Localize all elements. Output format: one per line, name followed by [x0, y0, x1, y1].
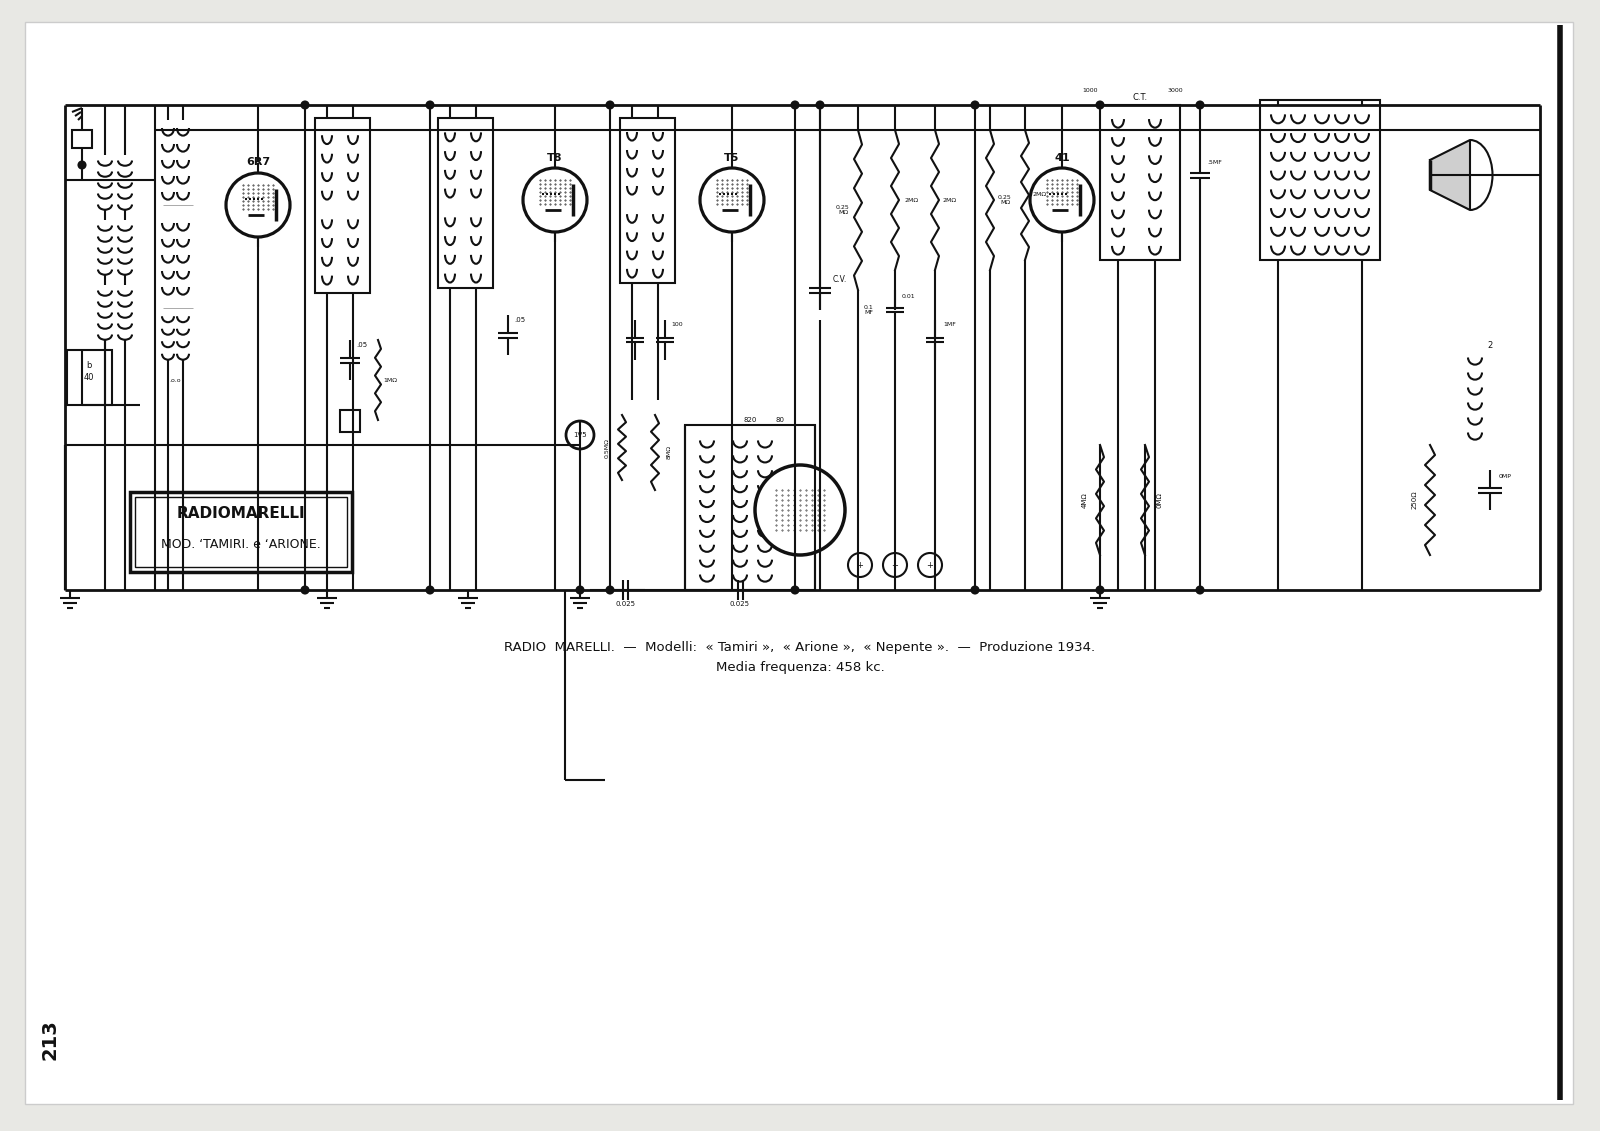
Text: 1V5: 1V5: [573, 432, 587, 438]
Circle shape: [1197, 587, 1203, 594]
Text: 1MF: 1MF: [944, 322, 957, 328]
Text: T8: T8: [547, 153, 563, 163]
Circle shape: [1096, 587, 1104, 594]
Circle shape: [1030, 169, 1094, 232]
Bar: [67, 349, 112, 405]
Text: 8MΩ: 8MΩ: [667, 444, 672, 459]
Text: 2MΩ: 2MΩ: [906, 198, 918, 202]
Text: 0.025: 0.025: [614, 601, 635, 607]
Text: 0.25
MΩ: 0.25 MΩ: [998, 195, 1011, 206]
Text: 41: 41: [1054, 153, 1070, 163]
Bar: [621, 118, 675, 283]
Circle shape: [523, 169, 587, 232]
Bar: [134, 497, 347, 567]
Circle shape: [78, 162, 85, 169]
Text: 0.5MΩ: 0.5MΩ: [605, 438, 610, 458]
Text: +: +: [926, 561, 933, 570]
Circle shape: [918, 553, 942, 577]
Circle shape: [606, 587, 613, 594]
Circle shape: [971, 102, 979, 109]
Text: 1MΩ: 1MΩ: [382, 378, 397, 382]
Text: .05: .05: [515, 317, 525, 323]
Bar: [130, 492, 352, 572]
Circle shape: [606, 102, 613, 109]
Text: .05: .05: [357, 342, 368, 348]
Text: 40: 40: [83, 373, 94, 382]
Text: 1000: 1000: [1082, 87, 1098, 93]
Bar: [438, 118, 493, 288]
Text: .5MF: .5MF: [1208, 159, 1222, 164]
Text: 3000: 3000: [1166, 87, 1182, 93]
Circle shape: [427, 102, 434, 109]
Circle shape: [301, 102, 309, 109]
Text: 100: 100: [670, 322, 683, 328]
Text: 0.1
MF: 0.1 MF: [864, 304, 874, 316]
Circle shape: [816, 102, 824, 109]
Bar: [315, 118, 370, 293]
Bar: [1261, 100, 1379, 260]
Text: 820: 820: [744, 417, 757, 423]
Text: 80: 80: [776, 417, 784, 423]
Circle shape: [1197, 102, 1203, 109]
Text: +: +: [891, 561, 899, 570]
Circle shape: [226, 173, 290, 238]
Polygon shape: [1430, 140, 1470, 210]
Circle shape: [701, 169, 765, 232]
Text: 250Ω: 250Ω: [1413, 491, 1418, 509]
Text: .o.o: .o.o: [170, 378, 181, 382]
Text: C.V.: C.V.: [834, 276, 846, 285]
Circle shape: [301, 587, 309, 594]
Bar: [1101, 105, 1181, 260]
Circle shape: [883, 553, 907, 577]
Bar: [72, 130, 93, 148]
Text: 0.025: 0.025: [730, 601, 750, 607]
Circle shape: [1096, 102, 1104, 109]
Text: T5: T5: [725, 153, 739, 163]
Text: RADIO  MARELLI.  —  Modelli:  « Tamiri »,  « Arione »,  « Nepente ».  —  Produzi: RADIO MARELLI. — Modelli: « Tamiri », « …: [504, 641, 1096, 655]
Text: MOD. ‘TAMIRI. e ‘ARIONE.: MOD. ‘TAMIRI. e ‘ARIONE.: [162, 537, 322, 551]
Circle shape: [566, 421, 594, 449]
Text: 2MΩ: 2MΩ: [1034, 192, 1046, 198]
Text: +: +: [856, 561, 864, 570]
Circle shape: [576, 587, 584, 594]
Circle shape: [792, 587, 798, 594]
Text: Media frequenza: 458 kc.: Media frequenza: 458 kc.: [715, 662, 885, 674]
Text: 0.25
MΩ: 0.25 MΩ: [837, 205, 850, 215]
Text: 2: 2: [1488, 340, 1493, 349]
Circle shape: [427, 587, 434, 594]
Text: b: b: [86, 361, 91, 370]
Bar: [685, 425, 814, 590]
Text: C.T.: C.T.: [1133, 93, 1147, 102]
Circle shape: [971, 587, 979, 594]
Text: 0MΩ: 0MΩ: [1157, 492, 1163, 508]
Text: 0MP: 0MP: [1499, 475, 1512, 480]
Text: 2MΩ: 2MΩ: [942, 198, 957, 202]
Circle shape: [755, 465, 845, 555]
Text: 6R7: 6R7: [246, 157, 270, 167]
Text: 4MΩ: 4MΩ: [1082, 492, 1088, 508]
Text: 213: 213: [40, 1020, 59, 1061]
Circle shape: [792, 102, 798, 109]
Text: RADIOMARELLI: RADIOMARELLI: [176, 507, 306, 521]
Text: 0.01: 0.01: [901, 294, 915, 299]
Circle shape: [848, 553, 872, 577]
Bar: [339, 411, 360, 432]
